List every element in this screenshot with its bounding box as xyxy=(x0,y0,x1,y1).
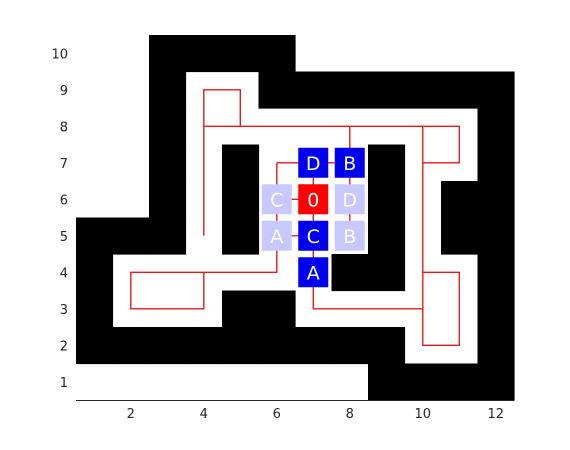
tile-label: D xyxy=(306,153,321,175)
path-line xyxy=(130,162,278,310)
tile-label: A xyxy=(270,226,283,248)
path-line xyxy=(422,126,460,346)
wall-cell xyxy=(258,71,296,109)
y-tick-label: 8 xyxy=(60,120,68,135)
wall-cell xyxy=(477,71,515,109)
wall-cell xyxy=(477,290,515,328)
wall-cell xyxy=(222,144,260,182)
y-tick-label: 9 xyxy=(60,84,68,99)
tile-goal xyxy=(298,257,329,288)
wall-cell xyxy=(149,181,187,219)
wall-cell xyxy=(258,35,296,73)
x-tick-label: 6 xyxy=(273,407,281,422)
path-line xyxy=(203,89,242,127)
tile-label: B xyxy=(343,226,356,248)
wall-cell xyxy=(258,290,296,328)
wall-cell xyxy=(368,363,406,401)
wall-cell xyxy=(185,327,223,365)
wall-cell xyxy=(368,181,406,219)
wall-cell xyxy=(112,217,150,255)
y-tick-label: 5 xyxy=(60,230,68,245)
tile-visited xyxy=(261,184,292,215)
y-tick-label: 2 xyxy=(60,339,68,354)
tile-label: C xyxy=(307,226,320,248)
wall-cell xyxy=(222,181,260,219)
wall-cell xyxy=(368,254,406,292)
wall-cell xyxy=(76,327,114,365)
wall-cell xyxy=(222,35,260,73)
y-tick-label: 7 xyxy=(60,157,68,172)
wall-cell xyxy=(441,217,479,255)
wall-cell xyxy=(112,327,150,365)
x-tick-label: 10 xyxy=(414,407,431,422)
wall-cell xyxy=(441,363,479,401)
wall-cell xyxy=(477,181,515,219)
wall-cell xyxy=(441,71,479,109)
wall-cell xyxy=(477,327,515,365)
wall-cell xyxy=(222,327,260,365)
tile-layer: D BC 0 DA C BA xyxy=(261,147,365,288)
wall-cell xyxy=(477,363,515,401)
wall-cell xyxy=(368,144,406,182)
wall-cell xyxy=(477,144,515,182)
y-tick-label: 3 xyxy=(60,303,68,318)
wall-cell xyxy=(149,35,187,73)
tile-label: D xyxy=(342,189,357,211)
y-tick-label: 10 xyxy=(51,47,68,62)
wall-cell xyxy=(185,35,223,73)
tile-label: C xyxy=(270,189,283,211)
wall-cell xyxy=(441,181,479,219)
wall-cell xyxy=(149,71,187,109)
wall-cell xyxy=(76,217,114,255)
wall-cell xyxy=(368,71,406,109)
wall-cell xyxy=(76,290,114,328)
tile-goal xyxy=(298,220,329,251)
x-tick-label: 8 xyxy=(346,407,354,422)
wall-cell xyxy=(295,71,333,109)
wall-cell xyxy=(404,363,442,401)
wall-cell xyxy=(331,71,369,109)
wall-cell xyxy=(368,327,406,365)
wall-cell xyxy=(149,144,187,182)
tile-goal xyxy=(298,147,329,178)
wall-cell xyxy=(295,327,333,365)
path-line xyxy=(203,125,460,236)
x-tick-label: 4 xyxy=(200,407,208,422)
tile-visited xyxy=(334,220,365,251)
wall-cell xyxy=(149,327,187,365)
wall-cell xyxy=(76,254,114,292)
tile-agent xyxy=(298,184,329,215)
y-tick-label: 4 xyxy=(60,266,68,281)
tile-label: A xyxy=(307,262,320,284)
wall-cell xyxy=(368,217,406,255)
x-tick-label: 2 xyxy=(127,407,135,422)
wall-cell xyxy=(477,108,515,146)
x-tick-label: 12 xyxy=(487,407,504,422)
wall-cell xyxy=(477,254,515,292)
wall-cell xyxy=(222,290,260,328)
tile-goal xyxy=(334,147,365,178)
wall-layer xyxy=(76,35,515,401)
wall-cell xyxy=(331,254,369,292)
y-tick-label: 1 xyxy=(60,376,68,391)
wall-cell xyxy=(331,327,369,365)
tile-label: B xyxy=(343,153,356,175)
wall-cell xyxy=(477,217,515,255)
wall-cell xyxy=(149,108,187,146)
tile-visited xyxy=(261,220,292,251)
tile-visited xyxy=(334,184,365,215)
wall-cell xyxy=(404,71,442,109)
tile-label: 0 xyxy=(307,189,319,211)
y-tick-label: 6 xyxy=(60,193,68,208)
wall-cell xyxy=(149,217,187,255)
wall-cell xyxy=(222,217,260,255)
wall-cell xyxy=(258,327,296,365)
